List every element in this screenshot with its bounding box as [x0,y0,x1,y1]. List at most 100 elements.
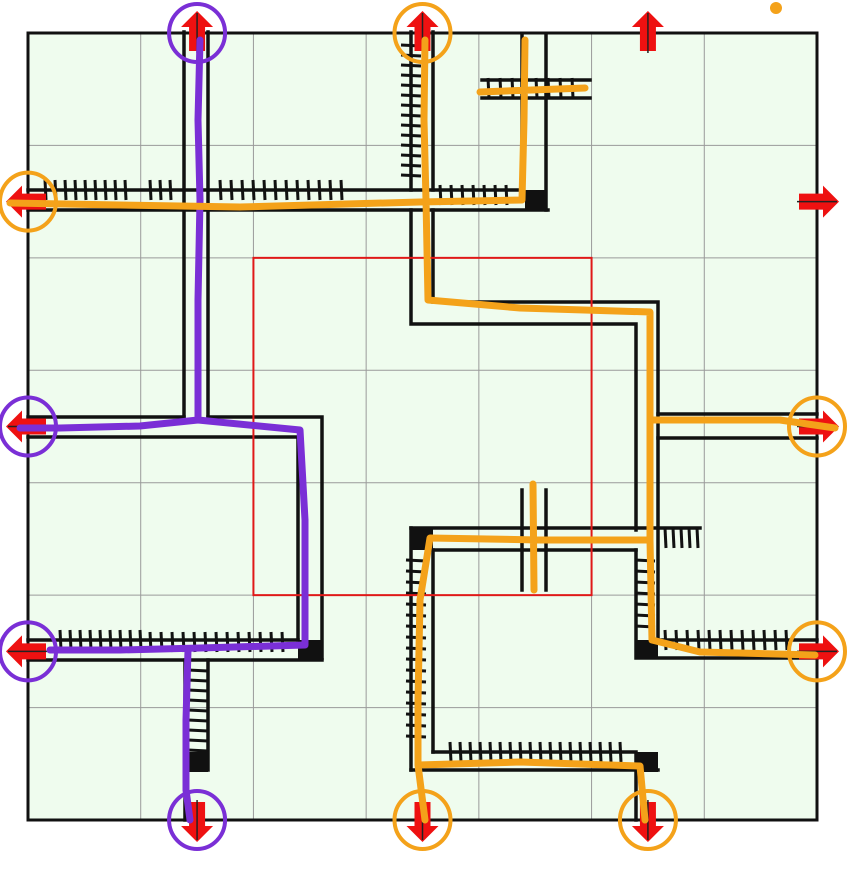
route-purple [16,36,309,824]
exit-circle-left-5 [0,620,58,683]
hatch-mark [187,688,209,693]
hatch-mark [339,179,344,201]
hatch-mark [707,629,712,651]
hatch-mark [168,179,173,201]
exit-circle-bottom-3 [392,789,453,851]
hatch-mark [240,179,245,201]
hatch-mark [400,133,422,138]
hatch-mark [148,179,153,201]
hatch-mark [187,748,209,753]
hatch-mark [696,629,701,651]
hatch-mark [306,179,311,201]
exit-arrow-right-1[interactable] [797,185,839,218]
hatch-mark [773,629,778,651]
hatch-mark [618,741,623,763]
route-orange [6,36,839,824]
hatch-mark [478,741,483,763]
hatch-mark [663,527,668,549]
hatch-mark [113,179,118,201]
hatch-mark [695,527,700,549]
hatch-mark [538,741,543,763]
hatch-mark [262,179,267,201]
hatch-mark [488,741,493,763]
hatch-mark [568,741,573,763]
exit-circle-right-5 [787,620,847,683]
wall-block [636,640,658,658]
hatch-mark [400,163,422,168]
hatch-mark [400,93,422,98]
hatch-mark [187,738,209,743]
exit-arrow-top-5[interactable] [631,11,664,53]
hatch-mark [508,741,513,763]
hatch-mark [158,179,163,201]
track-segment [409,208,660,642]
exit-arrow-left-5[interactable] [6,635,48,668]
hatch-mark [468,741,473,763]
track-segment [26,638,324,662]
hatch-mark [123,179,128,201]
hatch-mark [400,113,422,118]
hatch-mark [400,153,422,158]
hatch-mark [405,558,427,563]
hatch-mark [762,629,767,651]
hatch-mark [187,698,209,703]
hatch-mark [218,179,223,201]
exit-circle-right-3 [787,395,847,458]
track-segment [182,30,210,419]
hatch-mark [317,179,322,201]
hatch-mark [558,741,563,763]
exit-circle-top-3 [392,2,453,64]
hatch-mark [679,527,684,549]
hatch-mark [73,179,78,201]
hatch-mark [251,179,256,201]
wall-block [185,752,208,772]
hatch-mark [273,179,278,201]
hatch-mark [187,718,209,723]
drawn-routes [6,36,839,824]
hatch-mark [751,629,756,651]
hatch-mark [687,527,692,549]
hatch-mark [400,123,422,128]
hatch-mark [63,179,68,201]
hatch-mark [608,741,613,763]
hatch-mark [578,741,583,763]
exit-circle-left-3 [0,395,58,458]
hatch-mark [729,629,734,651]
hatch-mark [284,179,289,201]
hatch-mark [187,668,209,673]
exit-circle-bottom-5 [617,789,678,851]
hatch-mark [400,103,422,108]
exit-circle-top-1 [167,2,228,64]
hatch-mark [458,741,463,763]
hatch-mark [588,741,593,763]
hatch-mark [400,63,422,68]
hatch-mark [718,629,723,651]
hatch-mark [229,179,234,201]
hatch-mark [295,179,300,201]
hatch-mark [187,708,209,713]
hatch-mark [448,741,453,763]
hatch-mark [400,173,422,178]
hatch-mark [93,179,98,201]
hatch-mark [83,179,88,201]
hatch-mark [498,741,503,763]
hatch-mark [328,179,333,201]
exit-circles [0,2,847,851]
hatch-mark [187,728,209,733]
wall-block [525,190,547,210]
hatch-mark [548,741,553,763]
hatch-mark [671,527,676,549]
exit-circle-left-1 [0,170,58,233]
hatch-mark [528,741,533,763]
hatch-mark [187,678,209,683]
hatch-mark [400,83,422,88]
hatch-mark [103,179,108,201]
hatch-mark [400,73,422,78]
stray-marker-dot [770,2,782,14]
hatch-mark [400,143,422,148]
hatch-mark [598,741,603,763]
hatch-mark [740,629,745,651]
exit-circle-bottom-1 [167,789,228,851]
hatch-mark [784,629,789,651]
